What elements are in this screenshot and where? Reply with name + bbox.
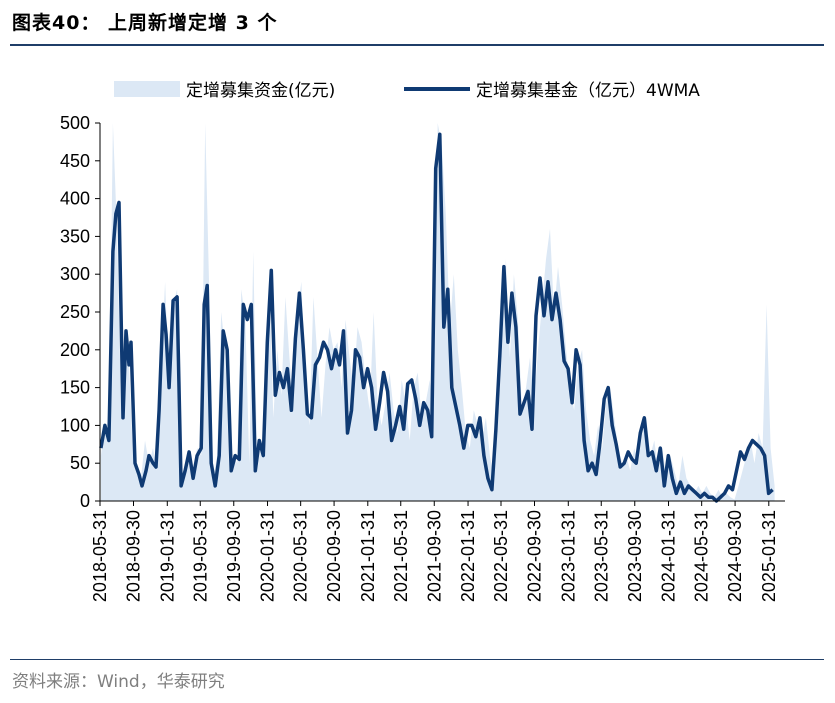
x-tick-label: 2020-01-31	[258, 510, 278, 602]
series-line-4wma	[99, 132, 774, 503]
legend-label-area: 定增募集资金(亿元)	[186, 81, 335, 101]
source-note: 资料来源：Wind，华泰研究	[12, 672, 225, 692]
footer-rule	[10, 659, 824, 660]
x-tick-label: 2021-01-31	[358, 510, 378, 602]
legend-label-line: 定增募集基金（亿元）4WMA	[476, 81, 700, 101]
y-tick-label: 450	[60, 151, 90, 171]
y-tick-label: 350	[60, 226, 90, 246]
y-tick-label: 100	[60, 415, 90, 435]
x-tick-label: 2018-09-30	[124, 510, 144, 602]
x-axis: 2018-05-31 2018-09-30 2019-01-31 2019-05-31…	[90, 500, 785, 602]
x-tick-label: 2019-09-30	[224, 510, 244, 602]
x-tick-label: 2024-05-31	[692, 510, 712, 602]
x-tick-label: 2023-09-30	[625, 510, 645, 602]
x-tick-label: 2020-09-30	[324, 510, 344, 602]
series-area-fundraising	[100, 123, 775, 501]
x-tick-label: 2019-01-31	[157, 510, 177, 602]
x-tick-label: 2023-05-31	[591, 510, 611, 602]
x-tick-label: 2022-01-31	[458, 510, 478, 602]
y-tick-label: 500	[60, 113, 90, 133]
x-tick-label: 2024-01-31	[659, 510, 679, 602]
y-tick-label: 250	[60, 302, 90, 322]
legend-swatch-area	[114, 81, 180, 97]
plot-area	[99, 123, 775, 503]
y-tick-label: 200	[60, 340, 90, 360]
x-tick-label: 2021-09-30	[424, 510, 444, 602]
x-tick-label: 2024-09-30	[725, 510, 745, 602]
x-tick-label: 2021-05-31	[391, 510, 411, 602]
x-tick-label: 2020-05-31	[291, 510, 311, 602]
y-tick-label: 50	[70, 453, 90, 473]
x-tick-label: 2023-01-31	[558, 510, 578, 602]
legend: 定增募集资金(亿元) 定增募集基金（亿元）4WMA	[114, 81, 700, 101]
x-tick-label: 2025-01-31	[759, 510, 779, 602]
x-tick-label: 2022-09-30	[525, 510, 545, 602]
y-tick-label: 0	[80, 491, 90, 511]
y-axis: 0 50 100 150 200 250 300 350 400 450 500	[60, 113, 101, 511]
y-tick-label: 150	[60, 378, 90, 398]
y-tick-label: 400	[60, 189, 90, 209]
x-tick-label: 2022-05-31	[491, 510, 511, 602]
y-tick-label: 300	[60, 264, 90, 284]
x-tick-label: 2019-05-31	[190, 510, 210, 602]
chart-area: 定增募集资金(亿元) 定增募集基金（亿元）4WMA 0 50 100 150 200 25…	[60, 81, 785, 602]
x-tick-label: 2018-05-31	[90, 510, 110, 602]
chart-title: 图表40： 上周新增定增 3 个	[12, 12, 278, 34]
title-rule	[10, 44, 824, 46]
